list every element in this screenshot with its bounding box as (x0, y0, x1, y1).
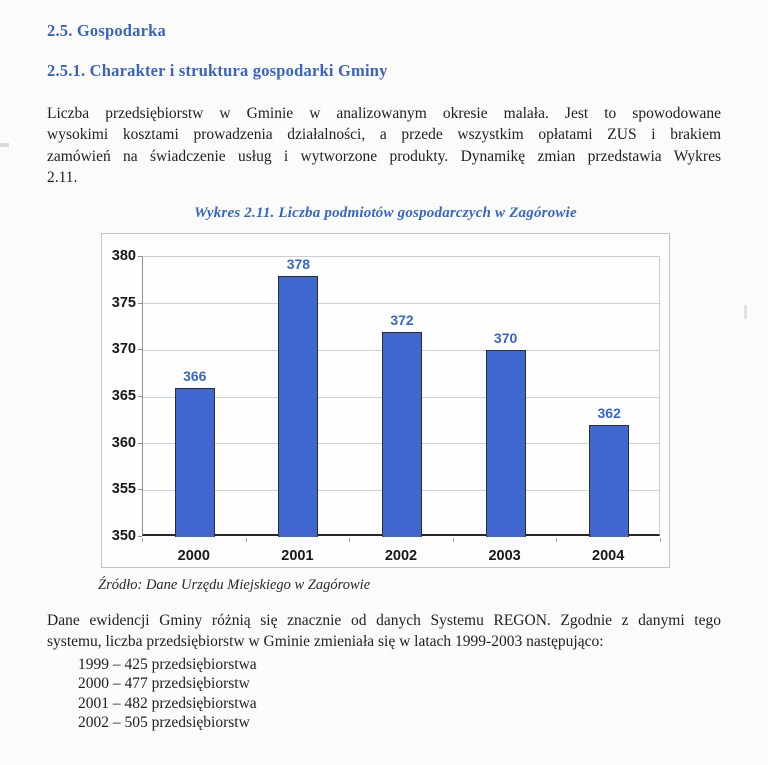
y-axis-tick-mark (138, 442, 142, 444)
plot-area: 366 378 372 370 362 (142, 255, 660, 537)
y-axis-tick-label: 350 (111, 528, 136, 544)
paragraph-line: 2.11. (47, 168, 78, 186)
y-axis-tick-mark (138, 349, 142, 351)
y-axis-tick-label: 380 (111, 248, 136, 264)
y-axis-tick-label: 370 (111, 341, 136, 358)
y-axis-tick-mark (138, 536, 142, 537)
y-axis-tick-label: 360 (111, 434, 136, 451)
subsection-heading: 2.5.1. Charakter i struktura gospodarki … (47, 61, 388, 80)
bar-2004 (589, 425, 630, 537)
bar-2002 (382, 331, 422, 537)
x-axis-tick-label: 2001 (281, 548, 314, 564)
scan-artifact (744, 305, 747, 319)
x-axis-tick-mark (660, 538, 661, 542)
y-axis-tick-mark (138, 256, 142, 257)
paragraph-line: Dane ewidencji Gminy różnią się znacznie… (47, 612, 721, 629)
paragraph-line: zamówień na świadczenie usług i wytworzo… (47, 147, 721, 165)
scan-artifact (0, 143, 9, 147)
bar-2000 (174, 387, 215, 537)
x-axis-tick-label: 2003 (488, 548, 521, 564)
source-note: Źródło: Dane Urzędu Miejskiego w Zagórow… (98, 577, 371, 593)
regon-list: 1999 – 425 przedsiębiorstwa 2000 – 477 p… (78, 655, 257, 733)
y-axis-tick-label: 355 (111, 481, 136, 498)
x-axis-tick-label: 2004 (592, 548, 625, 564)
paragraph-line: wysokimi kosztami prowadzenia działalnoś… (47, 126, 721, 144)
list-item: 2000 – 477 przedsiębiorstw (78, 675, 250, 693)
bar-value-label: 362 (597, 405, 621, 421)
x-axis-tick-mark (452, 538, 454, 542)
x-axis-tick-mark (556, 538, 558, 542)
bar-value-label: 366 (183, 367, 207, 384)
y-axis-tick-mark (138, 302, 142, 304)
bar-value-label: 372 (390, 311, 414, 328)
x-axis-tick-label: 2002 (384, 548, 418, 564)
y-axis-tick-label: 375 (111, 294, 136, 311)
list-item: 2001 – 482 przedsiębiorstwa (78, 694, 257, 712)
bar-2003 (485, 350, 526, 537)
list-item: 2002 – 505 przedsiębiorstw (78, 714, 250, 732)
paragraph-line: systemu, liczba przedsiębiorstw w Gminie… (47, 633, 604, 651)
y-axis-tick-mark (138, 396, 142, 397)
chart-title: Wykres 2.11. Liczba podmiotów gospodarcz… (194, 205, 577, 221)
x-axis-tick-mark (245, 538, 247, 542)
bar-chart: 366 378 372 370 362 350 355 360 365 370 375 380 200… (101, 233, 670, 568)
x-axis-tick-label: 2000 (177, 548, 210, 564)
bar-value-label: 378 (286, 255, 311, 272)
bar-2001 (278, 275, 319, 537)
intro-paragraph: Liczba przedsiębiorstw w Gminie w analiz… (47, 103, 721, 188)
x-axis-tick-mark (349, 538, 351, 542)
x-axis-tick-mark (142, 538, 143, 542)
y-axis-tick-mark (138, 489, 142, 491)
y-axis-tick-label: 365 (111, 388, 136, 404)
regon-paragraph: Dane ewidencji Gminy różnią się znacznie… (47, 610, 721, 653)
list-item: 1999 – 425 przedsiębiorstwa (78, 656, 257, 673)
section-heading: 2.5. Gospodarka (47, 21, 166, 40)
bar-value-label: 370 (493, 330, 518, 347)
paragraph-line: Liczba przedsiębiorstw w Gminie w analiz… (47, 105, 721, 122)
gridline (143, 303, 659, 305)
